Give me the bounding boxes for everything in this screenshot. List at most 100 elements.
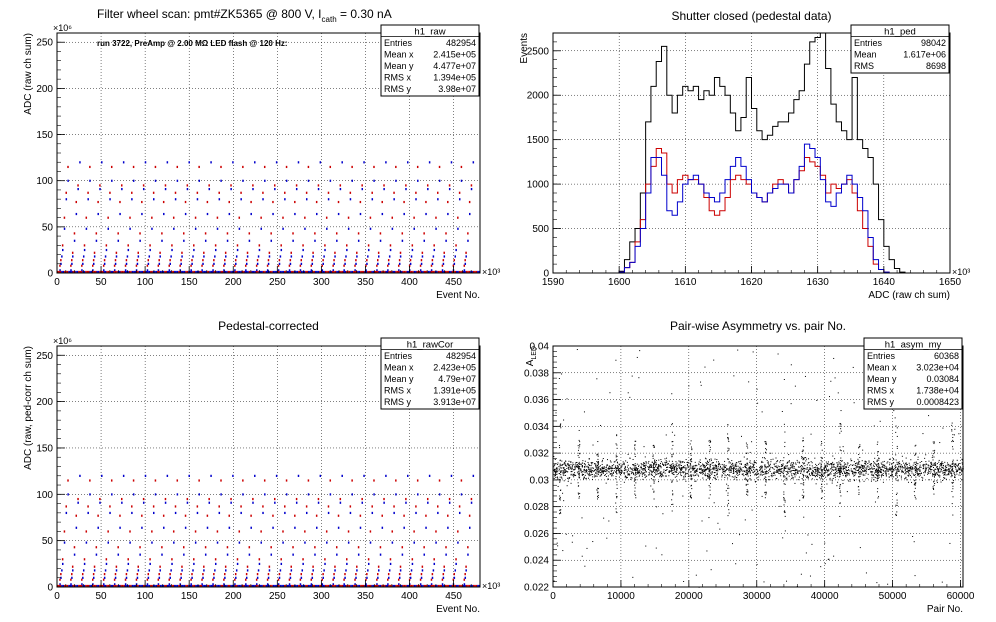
data-point (760, 465, 762, 467)
data-point-spike (691, 448, 693, 450)
data-point-red (267, 259, 270, 262)
data-point-spike (634, 445, 636, 447)
data-point-red (344, 259, 346, 262)
data-point (820, 463, 822, 465)
data-point-blue (161, 553, 163, 556)
data-point (666, 462, 668, 464)
data-point (702, 463, 704, 465)
data-point-blue (104, 255, 107, 258)
data-point-blue (467, 239, 469, 242)
data-point (563, 467, 565, 469)
data-point-baseline (113, 270, 115, 273)
data-point (792, 469, 794, 471)
data-point (837, 465, 839, 467)
stats-label: Mean y (384, 61, 414, 71)
data-point (807, 471, 809, 473)
data-point-baseline (300, 270, 303, 273)
data-point-baseline (464, 270, 466, 273)
data-point (925, 463, 927, 465)
data-point-baseline (75, 584, 77, 587)
data-point (581, 465, 583, 467)
data-point (801, 469, 803, 471)
data-point (657, 473, 659, 475)
data-point (945, 478, 947, 480)
data-point-baseline (347, 584, 349, 587)
data-point-red (119, 200, 121, 204)
data-point (934, 474, 936, 476)
data-point (684, 465, 686, 467)
data-point-baseline (157, 270, 159, 273)
data-point (780, 464, 782, 466)
data-point-blue (285, 493, 288, 496)
data-point (930, 469, 932, 471)
data-point-baseline (274, 270, 276, 273)
data-point-red (240, 505, 242, 508)
data-point-spike (634, 479, 636, 481)
data-point (910, 476, 912, 478)
data-point (627, 469, 629, 471)
data-point (655, 469, 657, 471)
data-point (904, 469, 906, 471)
data-point (763, 457, 765, 459)
data-point (946, 466, 948, 468)
data-point (839, 466, 841, 468)
data-point-red (314, 232, 316, 235)
data-point (611, 474, 613, 476)
data-point-spike (597, 496, 599, 498)
data-point-baseline (137, 584, 139, 587)
data-point (764, 468, 766, 470)
data-point (666, 469, 668, 471)
data-point-spike (709, 478, 711, 480)
data-point (781, 465, 783, 467)
data-point-red (184, 200, 187, 204)
data-point (828, 474, 830, 476)
data-point (912, 473, 914, 475)
data-point (788, 460, 790, 462)
data-point-spike (746, 458, 748, 460)
data-point (914, 470, 916, 472)
data-point-baseline (165, 584, 167, 587)
data-point-blue (288, 583, 291, 586)
data-point (723, 472, 725, 474)
data-point-blue (164, 501, 167, 504)
data-point-red (137, 565, 139, 568)
plot-data (553, 32, 950, 274)
data-point (661, 474, 663, 476)
data-point (732, 471, 734, 473)
y-tick-label: 50 (42, 536, 54, 547)
data-point-spike (597, 494, 599, 496)
data-point-spike (559, 481, 561, 483)
data-point-blue (417, 179, 419, 182)
data-point (754, 474, 756, 476)
data-point (749, 468, 751, 470)
data-point-blue (430, 269, 433, 272)
data-point-blue (256, 269, 258, 272)
data-point (813, 466, 815, 468)
data-point (772, 467, 774, 469)
data-point (733, 476, 735, 478)
data-point (797, 472, 799, 474)
data-point-red (445, 232, 447, 235)
data-point (871, 474, 873, 476)
data-point (860, 470, 862, 472)
data-point (555, 471, 557, 473)
data-point-red (206, 200, 209, 204)
data-point (832, 466, 834, 468)
data-point-baseline (69, 270, 72, 273)
data-point-red (194, 530, 197, 533)
data-point-red (75, 514, 78, 517)
stats-label: RMS y (384, 397, 412, 407)
data-point (894, 466, 896, 468)
data-point (900, 467, 902, 469)
data-point (660, 466, 662, 468)
data-point (955, 468, 957, 470)
data-point-blue (367, 255, 369, 258)
data-point (574, 467, 576, 469)
stats-label: RMS x (384, 386, 412, 396)
data-point (590, 465, 592, 467)
data-point (810, 468, 812, 470)
data-point (831, 463, 833, 465)
data-point (717, 470, 719, 472)
data-point-red (435, 530, 437, 533)
data-point (897, 463, 899, 465)
